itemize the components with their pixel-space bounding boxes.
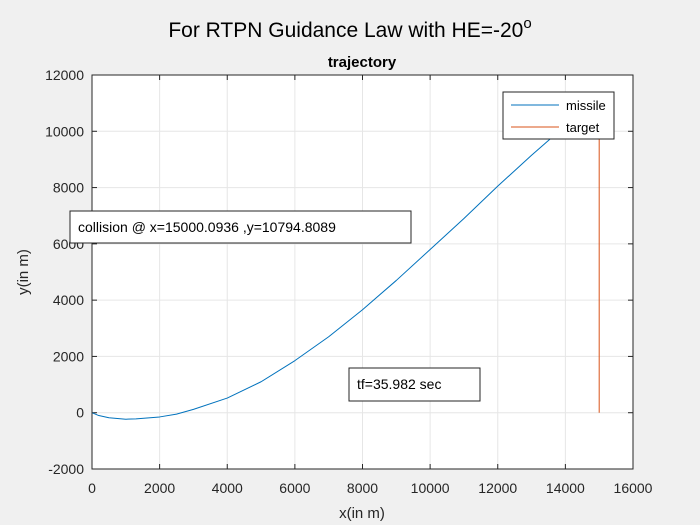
y-tick-label: -2000 [48,461,84,477]
x-tick-label: 0 [88,480,96,496]
y-tick-label: 12000 [45,67,84,83]
grid [92,75,633,469]
y-tick-label: 4000 [53,292,84,308]
series-line-missile [92,108,600,420]
annotation-tf-text: tf=35.982 sec [357,376,441,392]
y-axis-label: y(in m) [15,249,32,295]
axes-box [91,74,634,470]
legend-label-missile: missile [566,98,606,113]
x-tick-label: 2000 [144,480,175,496]
annotation-collision-text: collision @ x=15000.0936 ,y=10794.8089 [78,219,336,235]
annotation-tf-box [348,367,481,402]
tick-labels: 0 2000 4000 6000 8000 10000 12000 14000 16000 -20… [45,67,653,496]
x-axis-label: x(in m) [339,505,385,522]
legend-label-target: target [566,120,600,135]
annotation-collision-box [69,210,412,244]
x-tick-label: 8000 [347,480,378,496]
y-tick-label: 8000 [53,180,84,196]
suptitle-main: For RTPN Guidance Law with HE=-20 [168,19,523,42]
axes-title: trajectory [328,54,397,71]
annotation-tf: tf=35.982 sec [348,367,481,402]
x-tick-label: 16000 [614,480,653,496]
x-tick-label: 12000 [478,480,517,496]
legend: missile target [502,91,615,140]
x-tick-label: 10000 [411,480,450,496]
x-tick-label: 14000 [546,480,585,496]
suptitle-superscript: o [523,15,531,32]
legend-box [502,91,615,140]
figure-suptitle: For RTPN Guidance Law with HE=-20o [168,15,531,42]
y-tick-label: 10000 [45,123,84,139]
y-tick-label: 2000 [53,348,84,364]
annotation-collision: collision @ x=15000.0936 ,y=10794.8089 [69,210,412,244]
series-group [92,108,600,420]
x-tick-label: 4000 [212,480,243,496]
x-tick-label: 6000 [279,480,310,496]
y-tick-label: 0 [76,405,84,421]
plot-clip [92,108,600,420]
